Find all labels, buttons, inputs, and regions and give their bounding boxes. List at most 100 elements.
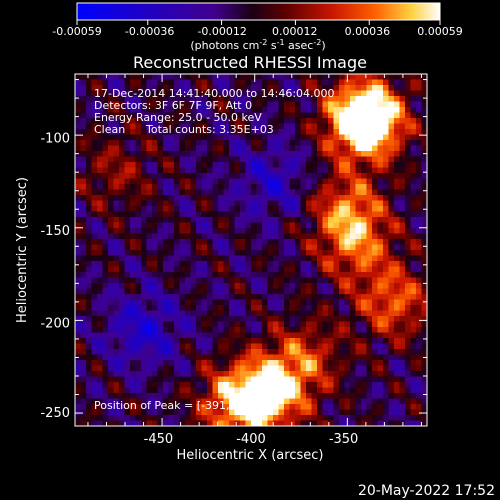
heatmap-cell — [124, 112, 131, 119]
heatmap-cell — [383, 151, 389, 157]
heatmap-cell — [102, 365, 109, 372]
heatmap-cell — [185, 266, 191, 273]
heatmap-cell — [212, 107, 219, 113]
heatmap-cell — [256, 129, 263, 135]
heatmap-cell — [350, 376, 356, 383]
heatmap-cell — [234, 184, 241, 190]
heatmap-cell — [201, 283, 208, 289]
heatmap-cell — [405, 365, 411, 372]
heatmap-cell — [212, 272, 219, 278]
heatmap-cell — [394, 96, 400, 102]
heatmap-cell — [163, 376, 169, 383]
heatmap-cell — [152, 382, 158, 388]
heatmap-cell — [152, 294, 158, 300]
heatmap-cell — [388, 360, 395, 366]
heatmap-cell — [130, 217, 136, 223]
heatmap-cell — [207, 206, 213, 212]
heatmap-cell — [256, 250, 263, 256]
heatmap-cell — [328, 305, 334, 311]
heatmap-cell — [350, 123, 356, 130]
heatmap-cell — [146, 85, 153, 91]
heatmap-cell — [179, 233, 186, 240]
heatmap-cell — [240, 327, 246, 333]
heatmap-cell — [339, 222, 345, 229]
heatmap-cell — [256, 387, 263, 394]
heatmap-cell — [256, 200, 263, 207]
heatmap-cell — [86, 151, 92, 157]
heatmap-cell — [306, 387, 312, 394]
heatmap-cell — [295, 195, 301, 201]
heatmap-cell — [157, 310, 164, 317]
heatmap-cell — [300, 409, 307, 416]
heatmap-cell — [218, 365, 224, 372]
heatmap-cell — [212, 211, 219, 218]
heatmap-cell — [295, 151, 301, 157]
heatmap-cell — [240, 288, 246, 295]
heatmap-cell — [361, 332, 367, 339]
heatmap-cell — [108, 79, 114, 86]
heatmap-cell — [278, 189, 285, 196]
heatmap-cell — [410, 145, 417, 152]
heatmap-cell — [157, 255, 164, 262]
heatmap-cell — [86, 156, 92, 163]
heatmap-cell — [366, 316, 373, 322]
heatmap-cell — [124, 415, 131, 421]
heatmap-cell — [113, 387, 120, 394]
heatmap-cell — [102, 310, 109, 317]
heatmap-cell — [394, 316, 400, 322]
heatmap-cell — [344, 310, 351, 317]
heatmap-cell — [399, 96, 406, 102]
heatmap-cell — [113, 409, 120, 416]
heatmap-cell — [185, 222, 191, 229]
heatmap-cell — [256, 415, 263, 421]
heatmap-cell — [130, 244, 136, 251]
heatmap-cell — [399, 354, 406, 361]
heatmap-cell — [119, 250, 125, 256]
heatmap-cell — [229, 338, 235, 344]
heatmap-cell — [339, 316, 345, 322]
heatmap-cell — [300, 151, 307, 157]
heatmap-cell — [102, 261, 109, 267]
heatmap-cell — [328, 244, 334, 251]
heatmap-cell — [185, 173, 191, 179]
heatmap-cell — [80, 184, 87, 190]
heatmap-cell — [251, 156, 257, 163]
heatmap-cell — [234, 272, 241, 278]
heatmap-cell — [75, 134, 81, 141]
heatmap-cell — [350, 321, 356, 328]
heatmap-cell — [174, 195, 180, 201]
heatmap-cell — [421, 371, 428, 377]
heatmap-cell — [163, 206, 169, 212]
heatmap-cell — [152, 217, 158, 223]
heatmap-cell — [410, 360, 417, 366]
heatmap-cell — [223, 167, 230, 174]
heatmap-cell — [416, 327, 422, 333]
heatmap-cell — [207, 189, 213, 196]
heatmap-cell — [311, 134, 318, 141]
heatmap-cell — [311, 316, 318, 322]
heatmap-cell — [240, 261, 246, 267]
heatmap-cell — [223, 211, 230, 218]
heatmap-cell — [146, 107, 153, 113]
heatmap-cell — [240, 173, 246, 179]
heatmap-cell — [97, 371, 103, 377]
heatmap-cell — [245, 310, 252, 317]
heatmap-cell — [157, 415, 164, 421]
heatmap-cell — [339, 112, 345, 119]
heatmap-cell — [218, 415, 224, 421]
heatmap-cell — [141, 195, 147, 201]
heatmap-cell — [97, 332, 103, 339]
heatmap-cell — [273, 371, 279, 377]
heatmap-cell — [196, 228, 202, 234]
heatmap-cell — [207, 332, 213, 339]
heatmap-cell — [234, 360, 241, 366]
heatmap-cell — [240, 365, 246, 372]
heatmap-cell — [185, 140, 191, 146]
heatmap-cell — [163, 283, 169, 289]
heatmap-cell — [377, 167, 384, 174]
heatmap-cell — [218, 200, 224, 207]
heatmap-cell — [157, 283, 164, 289]
heatmap-cell — [146, 167, 153, 174]
heatmap-cell — [333, 96, 340, 102]
heatmap-cell — [322, 371, 329, 377]
